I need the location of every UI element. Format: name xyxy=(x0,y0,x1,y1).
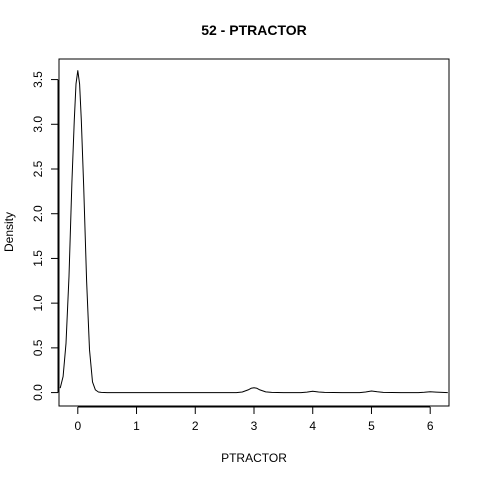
x-tick-label: 3 xyxy=(251,419,258,433)
x-axis-label: PTRACTOR xyxy=(221,451,287,465)
y-tick-label: 2.0 xyxy=(31,205,45,222)
y-axis-label: Density xyxy=(2,212,16,252)
y-tick-label: 1.0 xyxy=(31,294,45,311)
y-tick-label: 2.5 xyxy=(31,160,45,177)
plot-frame xyxy=(58,58,450,407)
y-tick-label: 0.0 xyxy=(31,384,45,401)
x-tick-label: 0 xyxy=(74,419,81,433)
x-tick-label: 6 xyxy=(427,419,434,433)
x-axis: 0 1 2 3 4 5 6 xyxy=(74,406,434,433)
x-tick-label: 2 xyxy=(192,419,199,433)
y-tick-label: 3.0 xyxy=(31,116,45,133)
x-tick-label: 5 xyxy=(368,419,375,433)
density-curve xyxy=(59,70,448,394)
y-tick-label: 3.5 xyxy=(31,71,45,88)
y-axis: 0.0 0.5 1.0 1.5 2.0 2.5 3.0 3.5 xyxy=(31,71,59,401)
y-tick-label: 0.5 xyxy=(31,339,45,356)
y-tick-label: 1.5 xyxy=(31,250,45,267)
x-tick-label: 4 xyxy=(309,419,316,433)
x-tick-label: 1 xyxy=(133,419,140,433)
chart-title: 52 - PTRACTOR xyxy=(201,22,307,38)
series-layer xyxy=(59,70,448,394)
